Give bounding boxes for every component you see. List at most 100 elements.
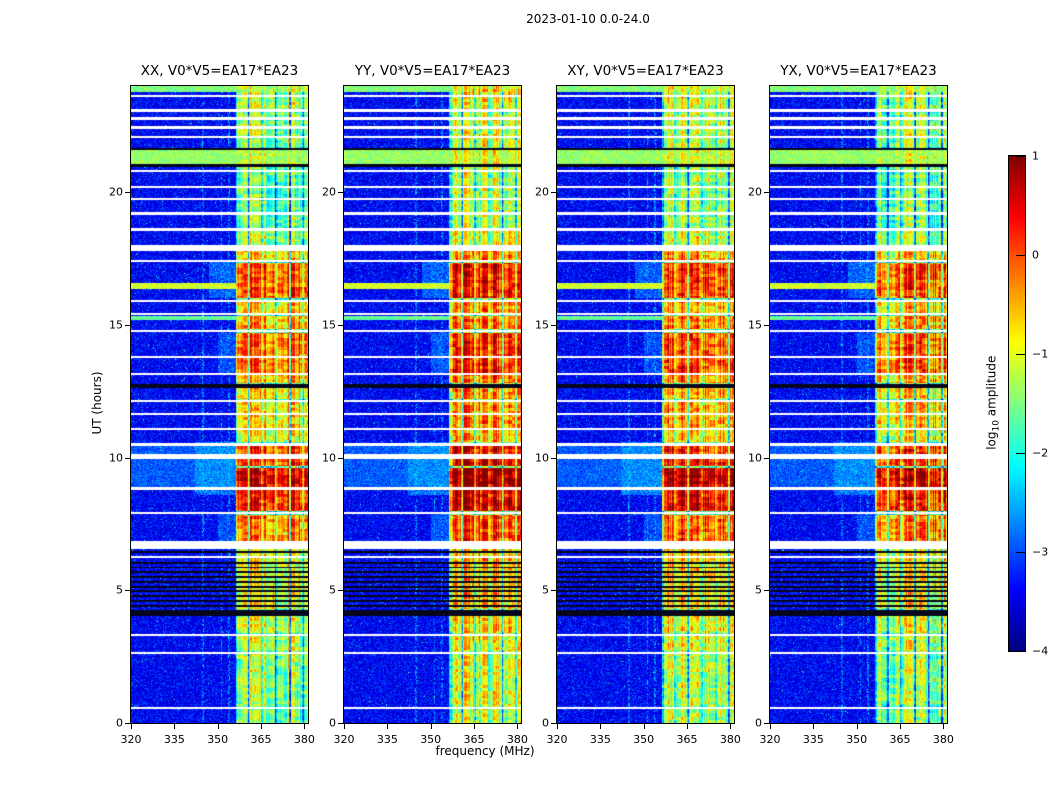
y-tick [338,723,343,724]
y-tick [338,324,343,326]
y-tick-label: 20 [535,185,549,199]
colorbar-tick [1016,354,1026,355]
y-tick [764,324,769,326]
y-tick-label: 15 [322,318,336,332]
x-tick [900,724,902,729]
spectrogram-canvas-xy [557,86,734,723]
panel-xx: XX, V0*V5=EA17*EA23 320 335 350 365 380 0 5 10 1… [109,63,315,746]
y-tick [125,457,130,459]
x-tick-label: 380 [293,733,315,746]
panel-title-xy: XY, V0*V5=EA17*EA23 [567,63,724,79]
colorbar-label-text: log [984,431,999,450]
x-tick [687,724,689,729]
y-tick-label: 20 [322,185,336,199]
x-tick-label: 335 [802,733,824,746]
colorbar-tick-label: −2 [1032,446,1049,460]
y-tick-label: 0 [329,716,336,730]
x-tick-label: 350 [846,733,868,746]
y-tick-label: 10 [109,451,123,465]
x-tick-label: 320 [120,733,142,746]
x-tick-label: 350 [633,733,655,746]
x-tick-label: 365 [463,733,485,746]
y-tick [125,192,130,194]
spectrogram-canvas-yx [770,86,947,723]
x-tick-label: 365 [889,733,911,746]
y-tick [125,324,130,326]
panel-yx: YX, V0*V5=EA17*EA23 320 335 350 365 380 0 5 10 1… [748,63,954,746]
colorbar-tick-label: −4 [1032,644,1049,658]
x-tick [344,724,345,729]
y-tick-label: 0 [116,716,123,730]
y-tick [764,192,769,194]
colorbar-tick [1016,255,1026,256]
colorbar-tick-label: −1 [1032,347,1049,361]
y-tick [551,324,556,326]
y-tick-label: 15 [535,318,549,332]
y-tick [551,192,556,194]
x-tick [174,724,176,729]
spectrogram-canvas-xx [131,86,308,723]
colorbar-label: log10 amplitude [984,328,1001,478]
x-tick [517,724,519,729]
x-tick [474,724,476,729]
figure-title: 2023-01-10 0.0-24.0 [526,12,650,26]
colorbar-label-suffix: amplitude [984,355,999,421]
x-tick-label: 320 [759,733,781,746]
y-tick-label: 15 [109,318,123,332]
x-tick [943,724,945,729]
x-tick-label: 320 [333,733,355,746]
y-tick [125,590,130,592]
x-tick [430,724,432,729]
y-tick-label: 15 [748,318,762,332]
x-tick-label: 380 [719,733,741,746]
colorbar-tick-label: −3 [1032,545,1049,559]
x-tick-label: 350 [207,733,229,746]
y-tick [338,192,343,194]
x-tick-label: 335 [163,733,185,746]
y-tick-label: 5 [116,583,123,597]
panel-yy: YY, V0*V5=EA17*EA23 320 335 350 365 380 0 5 10 1… [322,63,528,746]
colorbar-tick [1016,552,1026,553]
x-tick-label: 380 [932,733,954,746]
x-tick-label: 365 [676,733,698,746]
x-tick [557,724,558,729]
y-tick [551,457,556,459]
x-axis-label: frequency (MHz) [435,744,535,758]
y-tick [764,590,769,592]
y-tick-label: 0 [755,716,762,730]
x-tick [770,724,771,729]
colorbar: 1 0 −1 −2 −3 −4 [1008,150,1048,658]
y-tick-label: 0 [542,716,549,730]
y-tick-label: 5 [329,583,336,597]
y-tick-label: 5 [755,583,762,597]
x-tick [600,724,602,729]
y-tick [551,590,556,592]
y-tick [551,723,556,724]
x-tick-label: 320 [546,733,568,746]
x-tick [217,724,219,729]
x-tick [387,724,389,729]
y-axis-label: UT (hours) [90,371,104,435]
y-tick [338,590,343,592]
y-tick-label: 10 [535,451,549,465]
x-tick-label: 335 [376,733,398,746]
y-tick [338,457,343,459]
y-tick [125,723,130,724]
colorbar-tick-label: 0 [1032,248,1039,262]
x-tick [261,724,263,729]
colorbar-tick [1016,453,1026,454]
x-tick [856,724,858,729]
panel-xy: XY, V0*V5=EA17*EA23 320 335 350 365 380 0 5 10 1… [535,63,741,746]
colorbar-tick [1016,651,1026,652]
x-tick-label: 350 [420,733,442,746]
colorbar-gradient [1009,156,1025,651]
x-tick [813,724,815,729]
y-tick-label: 10 [748,451,762,465]
y-tick-label: 20 [748,185,762,199]
y-tick [764,723,769,724]
x-tick [643,724,645,729]
panel-title-xx: XX, V0*V5=EA17*EA23 [140,63,299,79]
colorbar-tick [1016,156,1026,157]
panel-title-yy: YY, V0*V5=EA17*EA23 [354,63,511,79]
